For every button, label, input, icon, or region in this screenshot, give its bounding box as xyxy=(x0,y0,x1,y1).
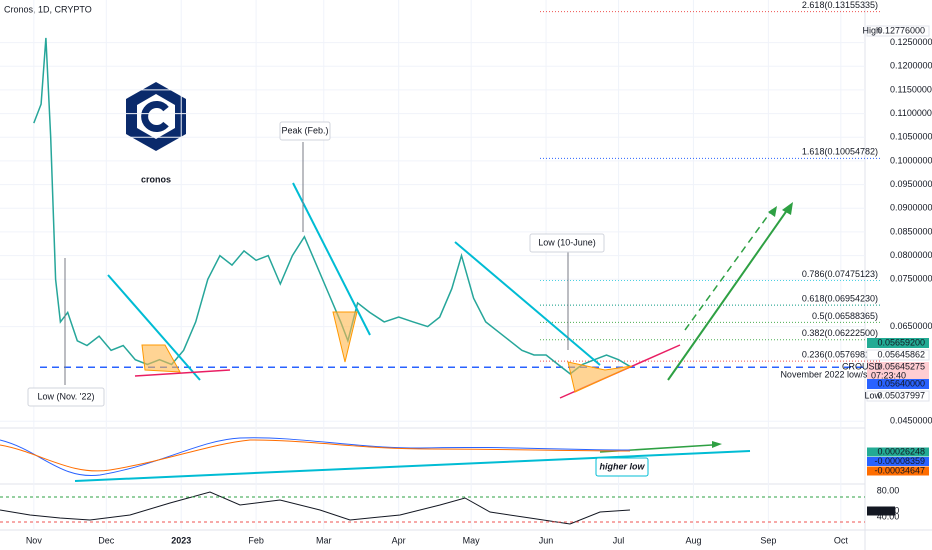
fib-label: 0.5(0.06588365) xyxy=(812,311,878,321)
logo-text: cronos xyxy=(141,174,171,184)
x-tick-label: Mar xyxy=(316,535,332,545)
fib-label: 1.618(0.10054782) xyxy=(802,147,878,157)
x-tick-label: Feb xyxy=(248,535,264,545)
rsi-label: 40.00 xyxy=(877,511,900,521)
x-tick-label: Jun xyxy=(539,535,554,545)
chart-title: Cronos, 1D, CRYPTO xyxy=(4,4,92,14)
x-tick-label: Dec xyxy=(98,535,115,545)
price-tag xyxy=(867,379,929,389)
annotation: higher low xyxy=(600,461,646,471)
price-tag xyxy=(866,390,930,402)
price-line xyxy=(33,37,631,375)
price-tag-label: 0.05659200 xyxy=(877,337,925,347)
price-tag xyxy=(867,338,929,348)
macd-label: -0.00034647 xyxy=(874,465,925,475)
annotation-box xyxy=(529,233,605,253)
price-tag-label: 0.05640000 xyxy=(877,378,925,388)
macd-label: -0.00008359 xyxy=(874,456,925,466)
macd-tag xyxy=(867,457,929,466)
price-tag-label: 0.12776000 xyxy=(877,25,925,35)
fib-label: 0.382(0.06222500) xyxy=(802,328,878,338)
rsi-tag xyxy=(867,506,895,516)
price-tag-timer: 07:23:40 xyxy=(871,370,906,380)
annotation: Low (10-June) xyxy=(538,237,596,247)
x-tick-label: Apr xyxy=(392,535,406,545)
annotation-box xyxy=(279,121,331,141)
annotation-box xyxy=(27,387,105,407)
x-tick-label: Oct xyxy=(834,535,849,545)
fib-label: 0.786(0.07475123) xyxy=(802,269,878,279)
price-tag xyxy=(867,362,929,381)
price-tag xyxy=(866,349,930,361)
x-tick-label: 2023 xyxy=(171,535,191,545)
x-tick-label: Jul xyxy=(613,535,625,545)
fib-label: 2.618(0.13155335) xyxy=(802,0,878,10)
y-tick-label: 0.12500000 xyxy=(890,37,932,47)
annotation: Peak (Feb.) xyxy=(281,125,328,135)
support-label: November 2022 low/support xyxy=(780,369,893,379)
price-tag xyxy=(866,25,930,37)
rsi-label: 48.80 xyxy=(877,505,900,515)
annotation-box xyxy=(595,457,649,477)
fib-label: 0.236(0.05769819) xyxy=(802,350,878,360)
macd-label: 0.00026248 xyxy=(877,446,925,456)
macd-tag xyxy=(867,447,929,457)
drawings xyxy=(0,142,865,525)
price-tag-label: 0.05645275 xyxy=(877,361,925,371)
x-tick-label: Aug xyxy=(685,535,701,545)
price-tag-label: 0.05037997 xyxy=(877,390,925,400)
rsi-label: 80.00 xyxy=(877,485,900,495)
price-tag-label: 0.05645862 xyxy=(877,349,925,359)
price-tag-caption: Low xyxy=(864,390,881,400)
macd-tag xyxy=(867,466,929,476)
logo: cronos xyxy=(126,82,186,184)
fib-label: 0.618(0.06954230) xyxy=(802,293,878,303)
x-tick-label: May xyxy=(463,535,481,545)
annotation: Low (Nov. '22) xyxy=(37,391,94,401)
price-tag-caption: CROUSD xyxy=(842,361,882,371)
x-tick-label: Nov xyxy=(26,535,43,545)
price-tag-caption: High xyxy=(862,25,881,35)
x-tick-label: Sep xyxy=(760,535,776,545)
